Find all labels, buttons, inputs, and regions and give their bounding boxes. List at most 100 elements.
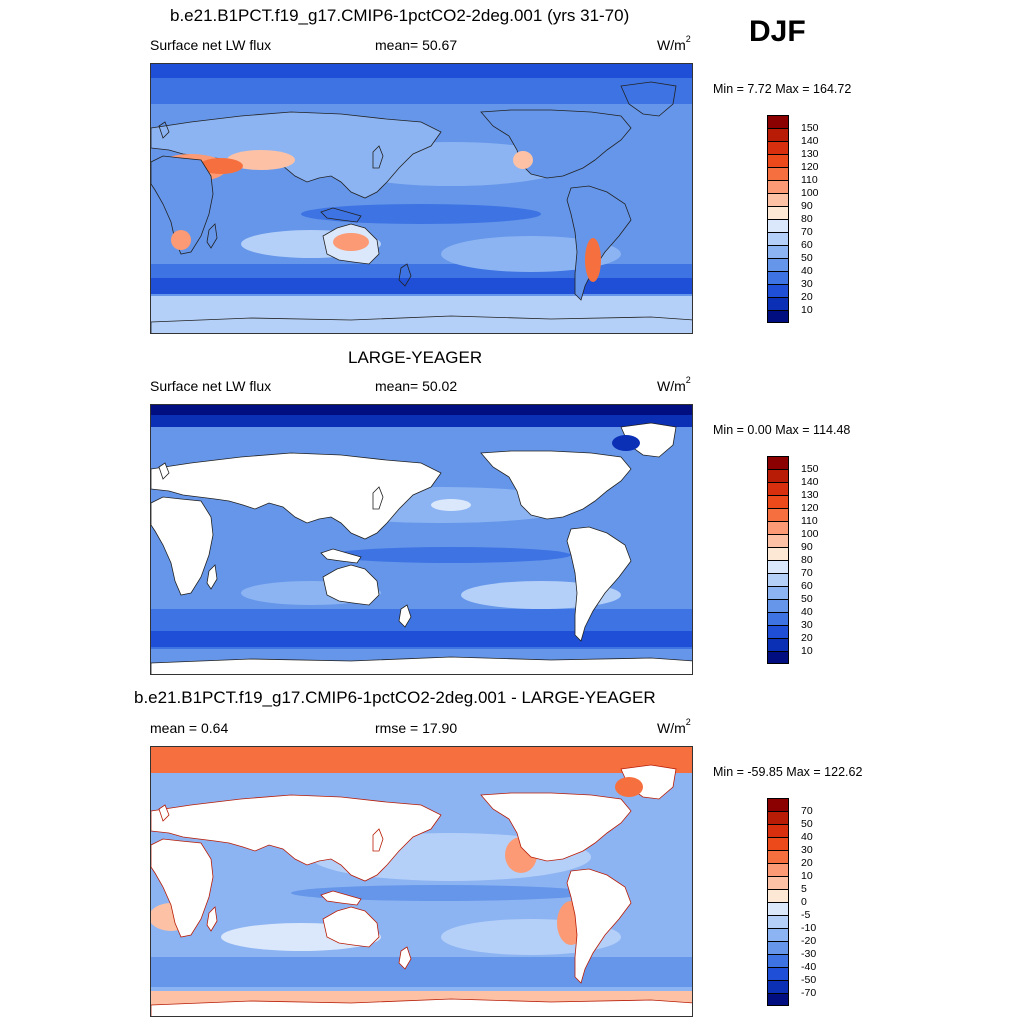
colorbar-tick-label: 20 xyxy=(801,291,813,303)
min-max-label: Min = -59.85 Max = 122.62 xyxy=(713,765,863,779)
colorbar-swatch xyxy=(767,651,789,664)
colorbar-tick-label: 110 xyxy=(801,174,818,186)
colorbar-swatch xyxy=(767,876,789,889)
min-max-label: Min = 7.72 Max = 164.72 xyxy=(713,82,852,96)
land-uk xyxy=(158,462,170,480)
colorbar-swatch xyxy=(767,560,789,573)
colorbar-swatch xyxy=(767,993,789,1006)
colorbar-tick-label: 100 xyxy=(801,528,819,540)
land-indonesia xyxy=(320,548,362,564)
land-newzealand xyxy=(398,604,412,628)
colorbar-tick-label: 20 xyxy=(801,632,813,644)
colorbar-tick-label: 60 xyxy=(801,580,813,592)
variable-label: Surface net LW flux xyxy=(150,378,272,394)
field-itcz xyxy=(301,204,541,224)
map-model xyxy=(150,63,693,334)
colorbar-swatch xyxy=(767,625,789,638)
colorbar-swatch xyxy=(767,141,789,154)
land-antarctica xyxy=(151,315,692,333)
colorbar-tick-label: 60 xyxy=(801,239,813,251)
colorbar-swatch xyxy=(767,167,789,180)
colorbar-swatch xyxy=(767,980,789,993)
colorbar-swatch xyxy=(767,837,789,850)
land-antarctica xyxy=(151,998,692,1016)
land-namerica xyxy=(480,450,632,520)
colorbar-tick-label: 30 xyxy=(801,844,813,856)
colorbar-swatch xyxy=(767,573,789,586)
colorbar-tick-label: 130 xyxy=(801,148,819,160)
units-label: W/m2 xyxy=(657,34,691,53)
colorbar-swatch xyxy=(767,206,789,219)
colorbar-tick-label: 120 xyxy=(801,502,819,514)
colorbar-tick-label: -20 xyxy=(801,935,817,947)
mean-label: mean= 50.67 xyxy=(375,37,458,53)
colorbar-swatch xyxy=(767,638,789,651)
field-itcz xyxy=(331,547,571,563)
field-labrador-sea xyxy=(615,777,643,797)
colorbar-tick-label: -10 xyxy=(801,922,817,934)
colorbar-swatch xyxy=(767,128,789,141)
colorbar-swatch xyxy=(767,547,789,560)
colorbar-tick-label: -40 xyxy=(801,961,817,973)
map-obs xyxy=(150,404,693,675)
colorbar-tick-label: 110 xyxy=(801,515,818,527)
land-samerica xyxy=(566,185,632,301)
field-antarctic xyxy=(151,296,692,333)
season-label: DJF xyxy=(749,15,806,48)
colorbar-tick-label: 40 xyxy=(801,265,813,277)
land-africa xyxy=(151,838,214,938)
colorbar-tick-label: 80 xyxy=(801,213,813,225)
units-label: W/m2 xyxy=(657,717,691,736)
field-southern-ocean xyxy=(151,631,692,647)
colorbar-swatch xyxy=(767,271,789,284)
min-max-label: Min = 0.00 Max = 114.48 xyxy=(713,423,851,437)
panel-title: b.e21.B1PCT.f19_g17.CMIP6-1pctCO2-2deg.0… xyxy=(170,6,630,25)
field-arctic xyxy=(151,747,692,773)
colorbar-tick-label: 10 xyxy=(801,304,813,316)
colorbar-swatch xyxy=(767,284,789,297)
land-madagascar xyxy=(206,223,218,249)
colorbar-tick-label: 130 xyxy=(801,489,819,501)
colorbar-swatch xyxy=(767,219,789,232)
colorbar-swatch xyxy=(767,245,789,258)
colorbar-tick-label: -50 xyxy=(801,974,817,986)
land-australia xyxy=(322,906,380,948)
colorbar-swatch xyxy=(767,967,789,980)
colorbar-swatch xyxy=(767,612,789,625)
mean-label: mean = 0.64 xyxy=(150,720,229,736)
colorbar-swatch xyxy=(767,902,789,915)
land-africa xyxy=(151,496,214,596)
colorbar-tick-label: 150 xyxy=(801,463,819,475)
field-arabia xyxy=(199,158,243,174)
colorbar-swatch xyxy=(767,850,789,863)
colorbar-tick-label: 150 xyxy=(801,122,819,134)
colorbar-swatch xyxy=(767,180,789,193)
field-mexico xyxy=(513,151,533,169)
land-japan xyxy=(372,828,384,852)
colorbar-swatch xyxy=(767,508,789,521)
land-japan xyxy=(372,486,384,510)
colorbar-swatch xyxy=(767,798,789,811)
land-samerica xyxy=(566,526,632,642)
colorbar-tick-label: -30 xyxy=(801,948,817,960)
colorbar-tick-label: 30 xyxy=(801,619,813,631)
colorbar-swatch xyxy=(767,469,789,482)
colorbar-swatch xyxy=(767,154,789,167)
colorbar-tick-label: 70 xyxy=(801,805,813,817)
colorbar-swatch xyxy=(767,232,789,245)
field-patagonia xyxy=(585,238,601,282)
colorbar-swatch xyxy=(767,258,789,271)
colorbar-tick-label: 30 xyxy=(801,278,813,290)
field-itcz xyxy=(291,885,591,901)
colorbar-swatch xyxy=(767,310,789,323)
colorbar-tick-label: 50 xyxy=(801,252,813,264)
colorbar-swatch xyxy=(767,482,789,495)
colorbar-tick-label: 0 xyxy=(801,896,807,908)
colorbar-tick-label: 100 xyxy=(801,187,819,199)
colorbar-tick-label: 120 xyxy=(801,161,819,173)
colorbar-swatch xyxy=(767,599,789,612)
mean-label: mean= 50.02 xyxy=(375,378,458,394)
colorbar-tick-label: 10 xyxy=(801,870,813,882)
colorbar-swatch xyxy=(767,586,789,599)
colorbar-tick-label: 10 xyxy=(801,645,813,657)
